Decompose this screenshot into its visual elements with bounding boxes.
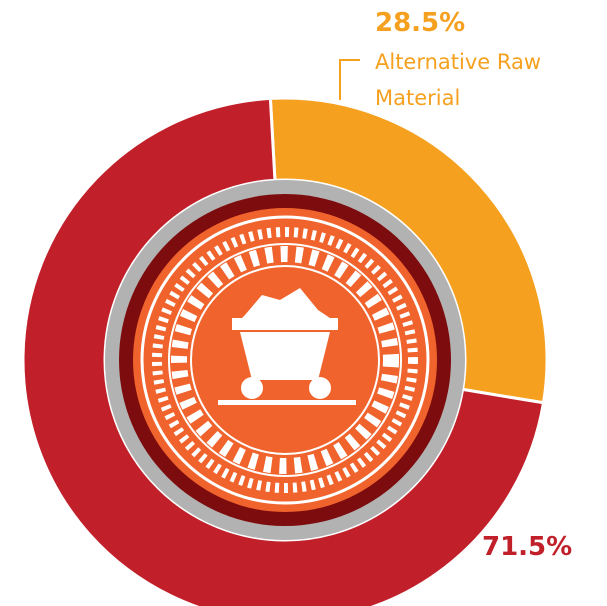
- category-label: Alternative Raw Material: [375, 50, 542, 110]
- ornament-ring: [140, 215, 430, 505]
- slice: [21, 96, 546, 606]
- value-label: 28.5%: [375, 8, 466, 38]
- mine-cart-icon: [218, 288, 356, 405]
- slice: [268, 96, 549, 405]
- ornament-ring: [168, 243, 402, 477]
- ornament-triangles: [171, 246, 399, 474]
- value-label: 71.5%: [482, 532, 573, 562]
- callout-bracket: [339, 59, 360, 100]
- ornament-pattern: [152, 227, 418, 493]
